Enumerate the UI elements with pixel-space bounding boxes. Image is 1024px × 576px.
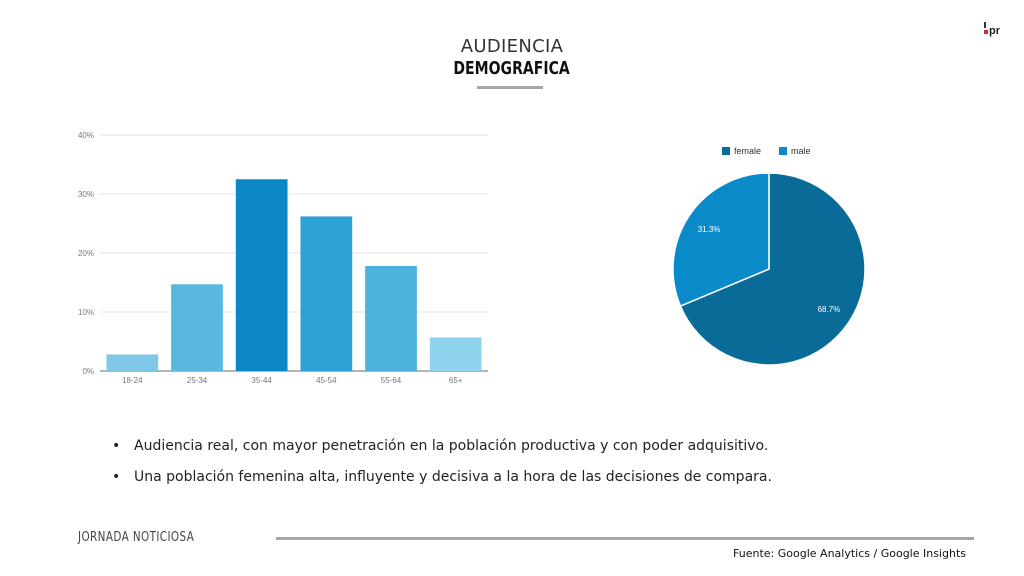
footer-brand: JORNADA NOTICIOSA (78, 530, 195, 545)
bullet-list: • Audiencia real, con mayor penetración … (112, 436, 972, 498)
legend-swatch-female (722, 147, 730, 155)
pie-label-female: 68.7% (818, 305, 841, 314)
title-line-1: AUDIENCIA (460, 36, 564, 57)
logo-icon: pr (984, 22, 1001, 37)
pie-label-male: 31.3% (698, 225, 721, 234)
footer-source: Fuente: Google Analytics / Google Insigh… (733, 547, 966, 560)
legend-label-male: male (791, 146, 811, 156)
y-tick-label: 40% (78, 131, 94, 140)
title-underline (477, 86, 543, 89)
bullet-dot: • (112, 469, 121, 485)
footer-rule (276, 537, 974, 540)
y-tick-label: 0% (82, 367, 94, 376)
y-tick-label: 10% (78, 308, 94, 317)
title-line-2: DEMOGRAFICA (453, 58, 571, 79)
age-bar-chart: 0% 10% 20% 30% 40% 18-24 25-34 35-44 45-54 55-64 6… (78, 131, 488, 385)
bar-65+ (429, 337, 482, 371)
bullet-dot: • (112, 438, 121, 454)
bar-35-44 (235, 179, 288, 371)
legend-label-female: female (734, 146, 761, 156)
y-tick-label: 20% (78, 249, 94, 258)
bar-45-54 (300, 216, 353, 371)
gender-pie-chart: female male 68.7% 31.3% (672, 146, 866, 366)
legend-swatch-male (779, 147, 787, 155)
x-tick-label: 45-54 (316, 376, 337, 385)
pie-slice-female (679, 172, 866, 366)
x-tick-label: 55-64 (381, 376, 402, 385)
x-tick-label: 18-24 (122, 376, 143, 385)
pie-slice-male (672, 172, 770, 307)
bar-18-24 (106, 354, 159, 371)
bar-25-34 (171, 284, 223, 371)
x-tick-label: 25-34 (187, 376, 208, 385)
bullet-text: Una población femenina alta, influyente … (134, 469, 772, 485)
bar-55-64 (365, 265, 417, 371)
bullet-item: • Una población femenina alta, influyent… (112, 467, 972, 487)
bullet-item: • Audiencia real, con mayor penetración … (112, 436, 972, 456)
slide-title: AUDIENCIA DEMOGRAFICA (0, 36, 1024, 80)
x-tick-label: 35-44 (251, 376, 272, 385)
y-tick-label: 30% (78, 190, 94, 199)
x-tick-label: 65+ (449, 376, 463, 385)
bullet-text: Audiencia real, con mayor penetración en… (134, 438, 769, 454)
logo-text: pr (989, 25, 1001, 37)
